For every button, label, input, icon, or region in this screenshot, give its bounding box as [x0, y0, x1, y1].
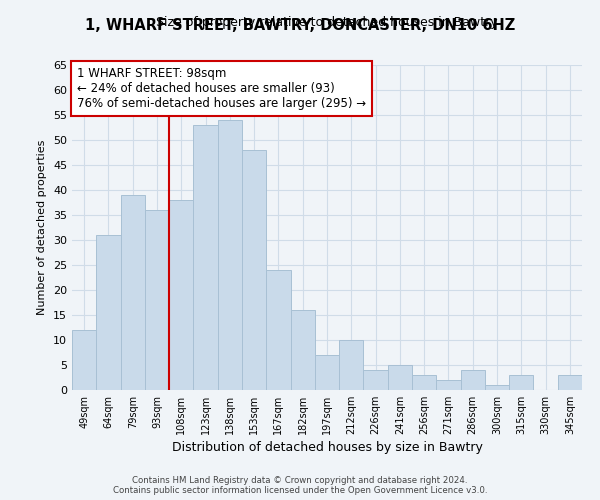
Bar: [364, 370, 388, 390]
Bar: [461, 370, 485, 390]
Bar: [193, 125, 218, 390]
Text: 1, WHARF STREET, BAWTRY, DONCASTER, DN10 6HZ: 1, WHARF STREET, BAWTRY, DONCASTER, DN10…: [85, 18, 515, 32]
X-axis label: Distribution of detached houses by size in Bawtry: Distribution of detached houses by size …: [172, 441, 482, 454]
Bar: [218, 120, 242, 390]
Y-axis label: Number of detached properties: Number of detached properties: [37, 140, 47, 315]
Bar: [145, 210, 169, 390]
Bar: [72, 330, 96, 390]
Bar: [315, 355, 339, 390]
Bar: [96, 235, 121, 390]
Text: 1 WHARF STREET: 98sqm
← 24% of detached houses are smaller (93)
76% of semi-deta: 1 WHARF STREET: 98sqm ← 24% of detached …: [77, 66, 366, 110]
Bar: [169, 200, 193, 390]
Bar: [558, 375, 582, 390]
Bar: [509, 375, 533, 390]
Bar: [388, 365, 412, 390]
Title: Size of property relative to detached houses in Bawtry: Size of property relative to detached ho…: [156, 16, 498, 29]
Bar: [242, 150, 266, 390]
Bar: [436, 380, 461, 390]
Bar: [290, 310, 315, 390]
Text: Contains HM Land Registry data © Crown copyright and database right 2024.
Contai: Contains HM Land Registry data © Crown c…: [113, 476, 487, 495]
Bar: [339, 340, 364, 390]
Bar: [121, 195, 145, 390]
Bar: [485, 385, 509, 390]
Bar: [412, 375, 436, 390]
Bar: [266, 270, 290, 390]
